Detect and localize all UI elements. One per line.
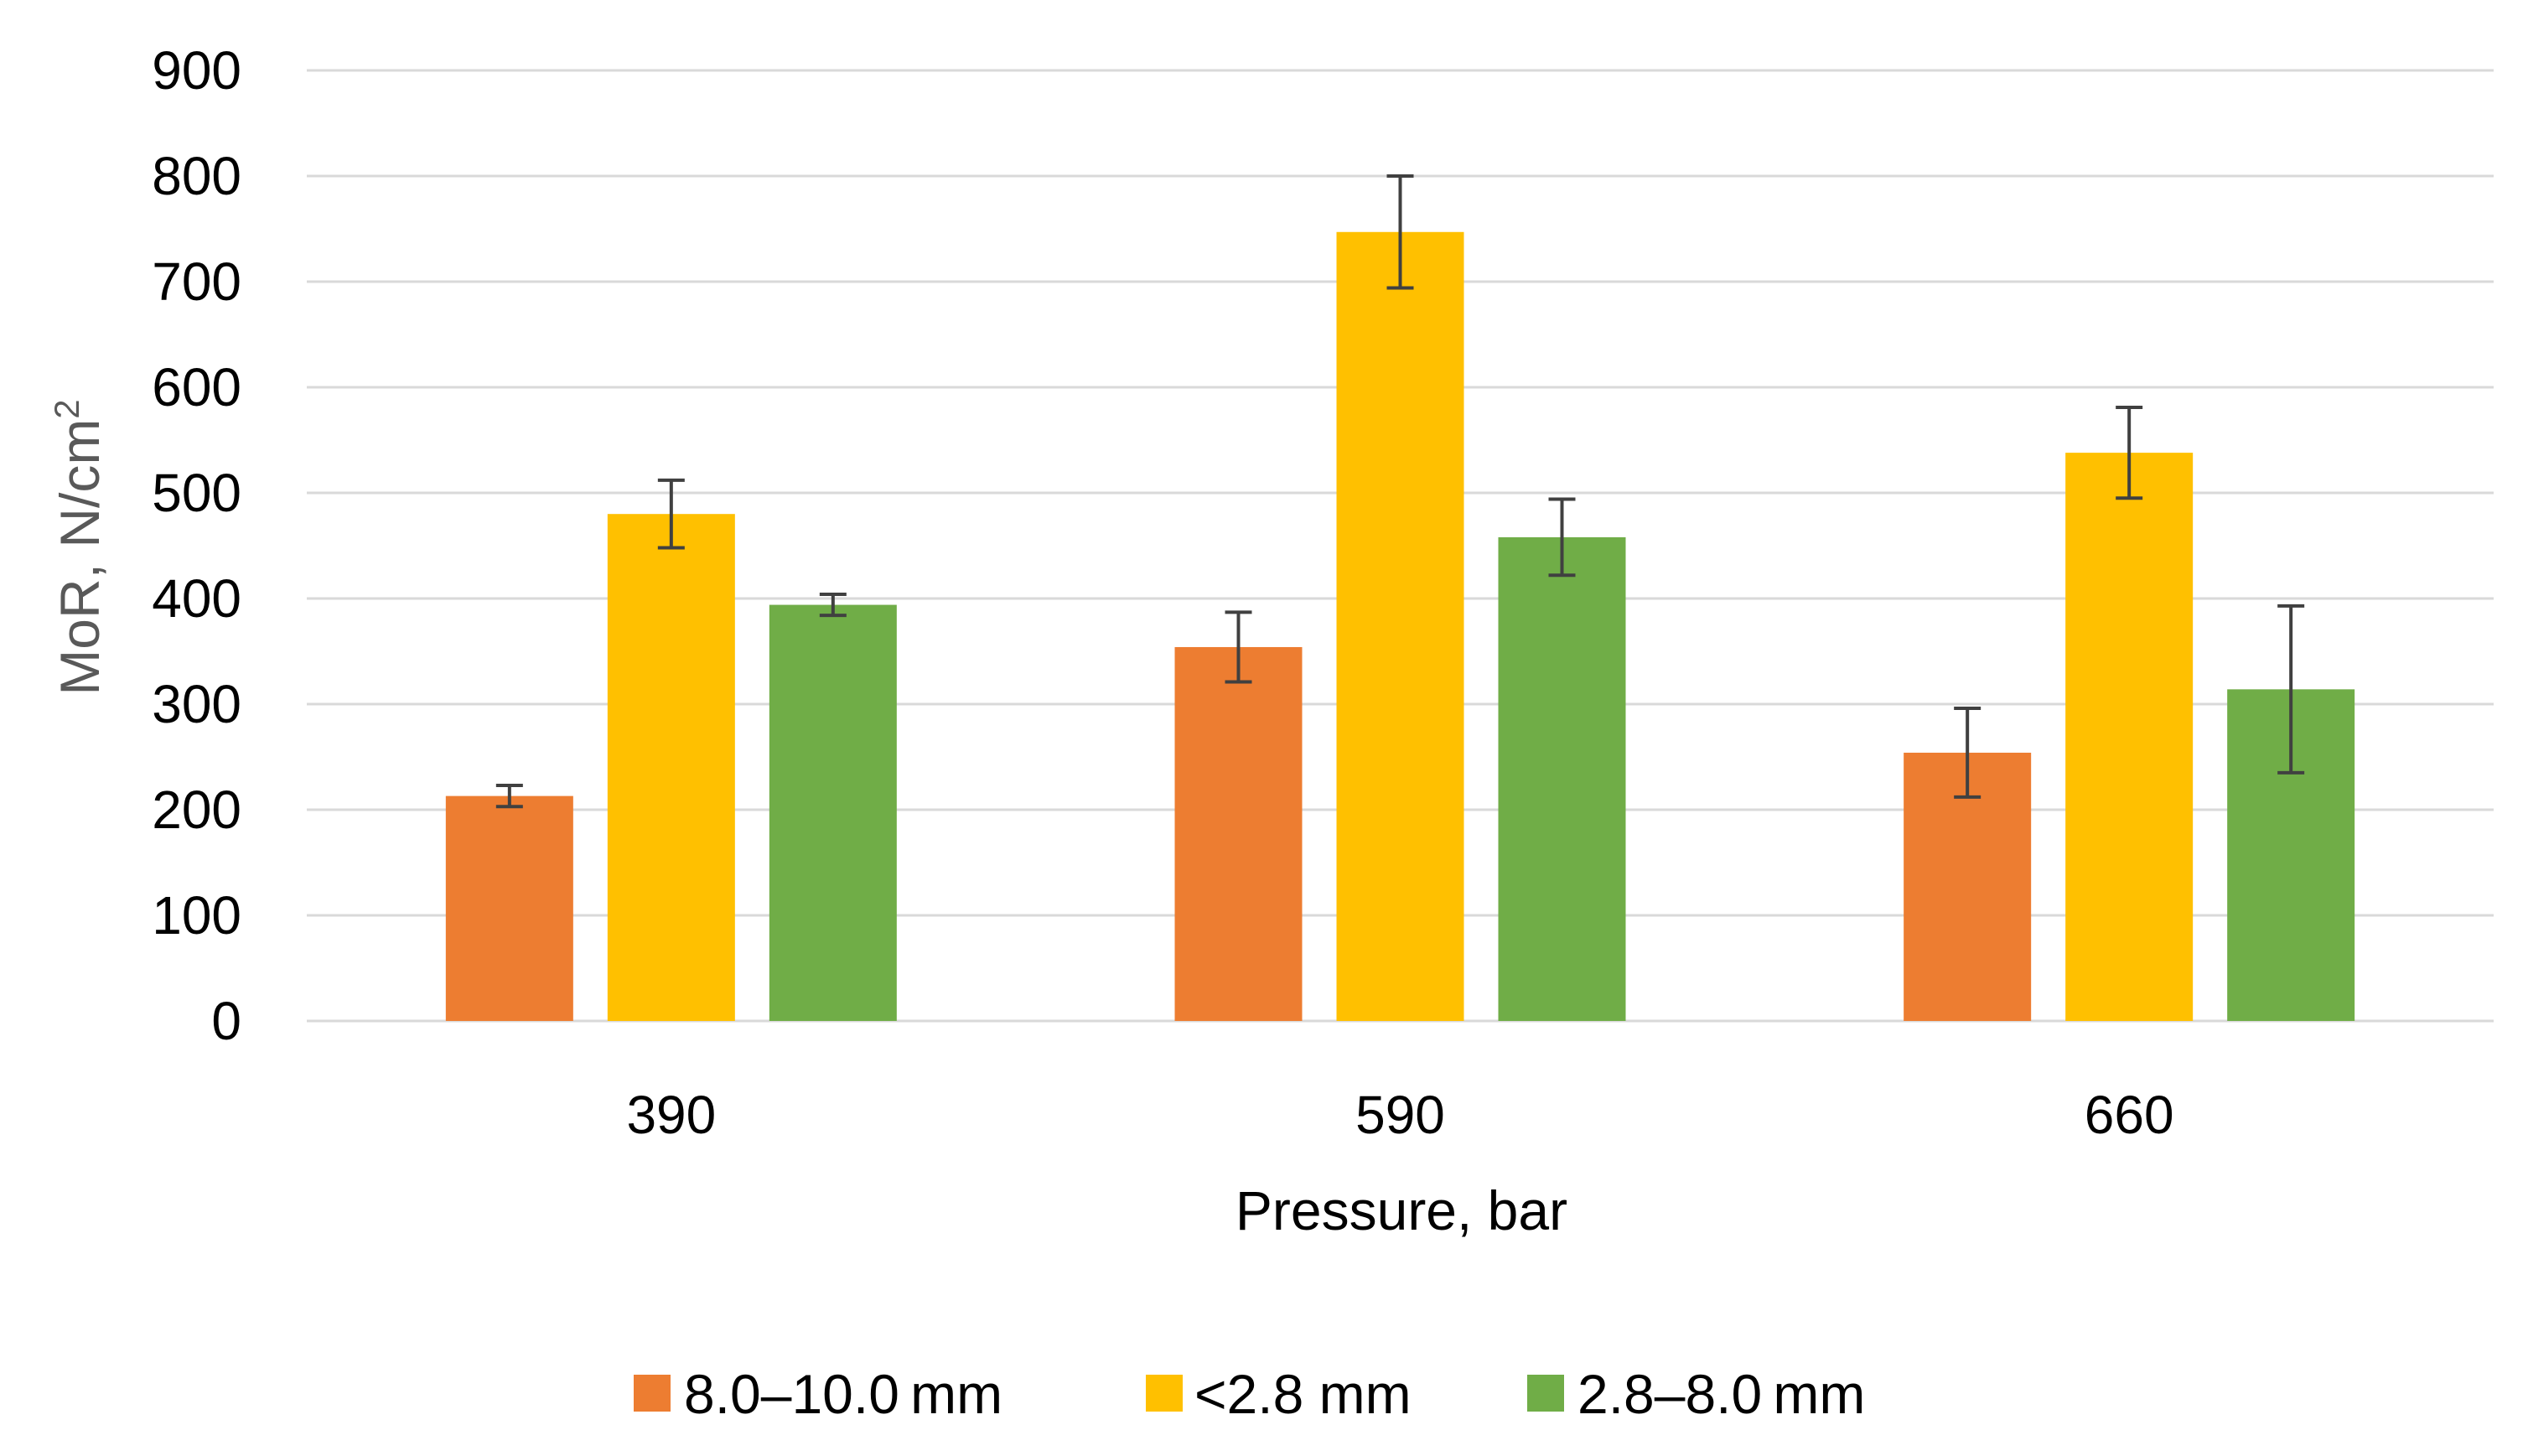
error-bar-590-series-2 [1386,174,1414,290]
error-bar-660-series-3 [2277,604,2305,775]
error-bar-660-series-2 [2116,405,2143,500]
error-bar-390-series-2 [657,478,685,550]
legend-label-1: 8.0–10.0 mm [684,1363,1002,1425]
y-axis-ticks: 0 100 200 300 400 500 600 700 800 900 [152,40,241,1051]
legend-swatch-2 [1146,1375,1183,1412]
y-tick-label-400: 400 [152,568,241,629]
y-axis-title: MoR, N/cm2 [47,399,111,695]
x-tick-label-590: 590 [1355,1085,1445,1145]
bar-390-series-2 [607,514,735,1021]
error-bar-590-series-3 [1548,497,1576,578]
y-tick-label-700: 700 [152,251,241,312]
x-axis-title: Pressure, bar [1236,1179,1567,1241]
error-bar-390-series-3 [819,592,847,618]
error-bar-590-series-1 [1225,610,1252,684]
x-axis-ticks: 390 590 660 [626,1085,2173,1145]
y-tick-label-300: 300 [152,674,241,734]
legend-swatch-3 [1527,1375,1564,1412]
y-tick-label-100: 100 [152,885,241,946]
legend-swatch-1 [634,1375,671,1412]
bars [445,174,2355,1021]
x-tick-label-390: 390 [626,1085,716,1145]
x-tick-label-660: 660 [2085,1085,2174,1145]
error-bar-390-series-1 [495,784,523,809]
y-tick-label-900: 900 [152,40,241,101]
bar-390-series-1 [445,795,573,1021]
legend-label-2: <2.8 mm [1194,1363,1412,1425]
bar-590-series-2 [1336,231,1464,1021]
error-bar-660-series-1 [1954,707,1981,799]
bar-660-series-2 [2065,453,2194,1021]
bar-590-series-1 [1174,646,1303,1021]
y-tick-label-0: 0 [211,991,241,1051]
bar-590-series-3 [1498,536,1626,1021]
y-tick-label-800: 800 [152,146,241,206]
bar-390-series-3 [769,604,897,1021]
legend: 8.0–10.0 mm <2.8 mm 2.8–8.0 mm [634,1363,1865,1425]
legend-label-3: 2.8–8.0 mm [1577,1363,1865,1425]
y-tick-label-500: 500 [152,463,241,523]
y-tick-label-200: 200 [152,780,241,840]
y-tick-label-600: 600 [152,357,241,417]
